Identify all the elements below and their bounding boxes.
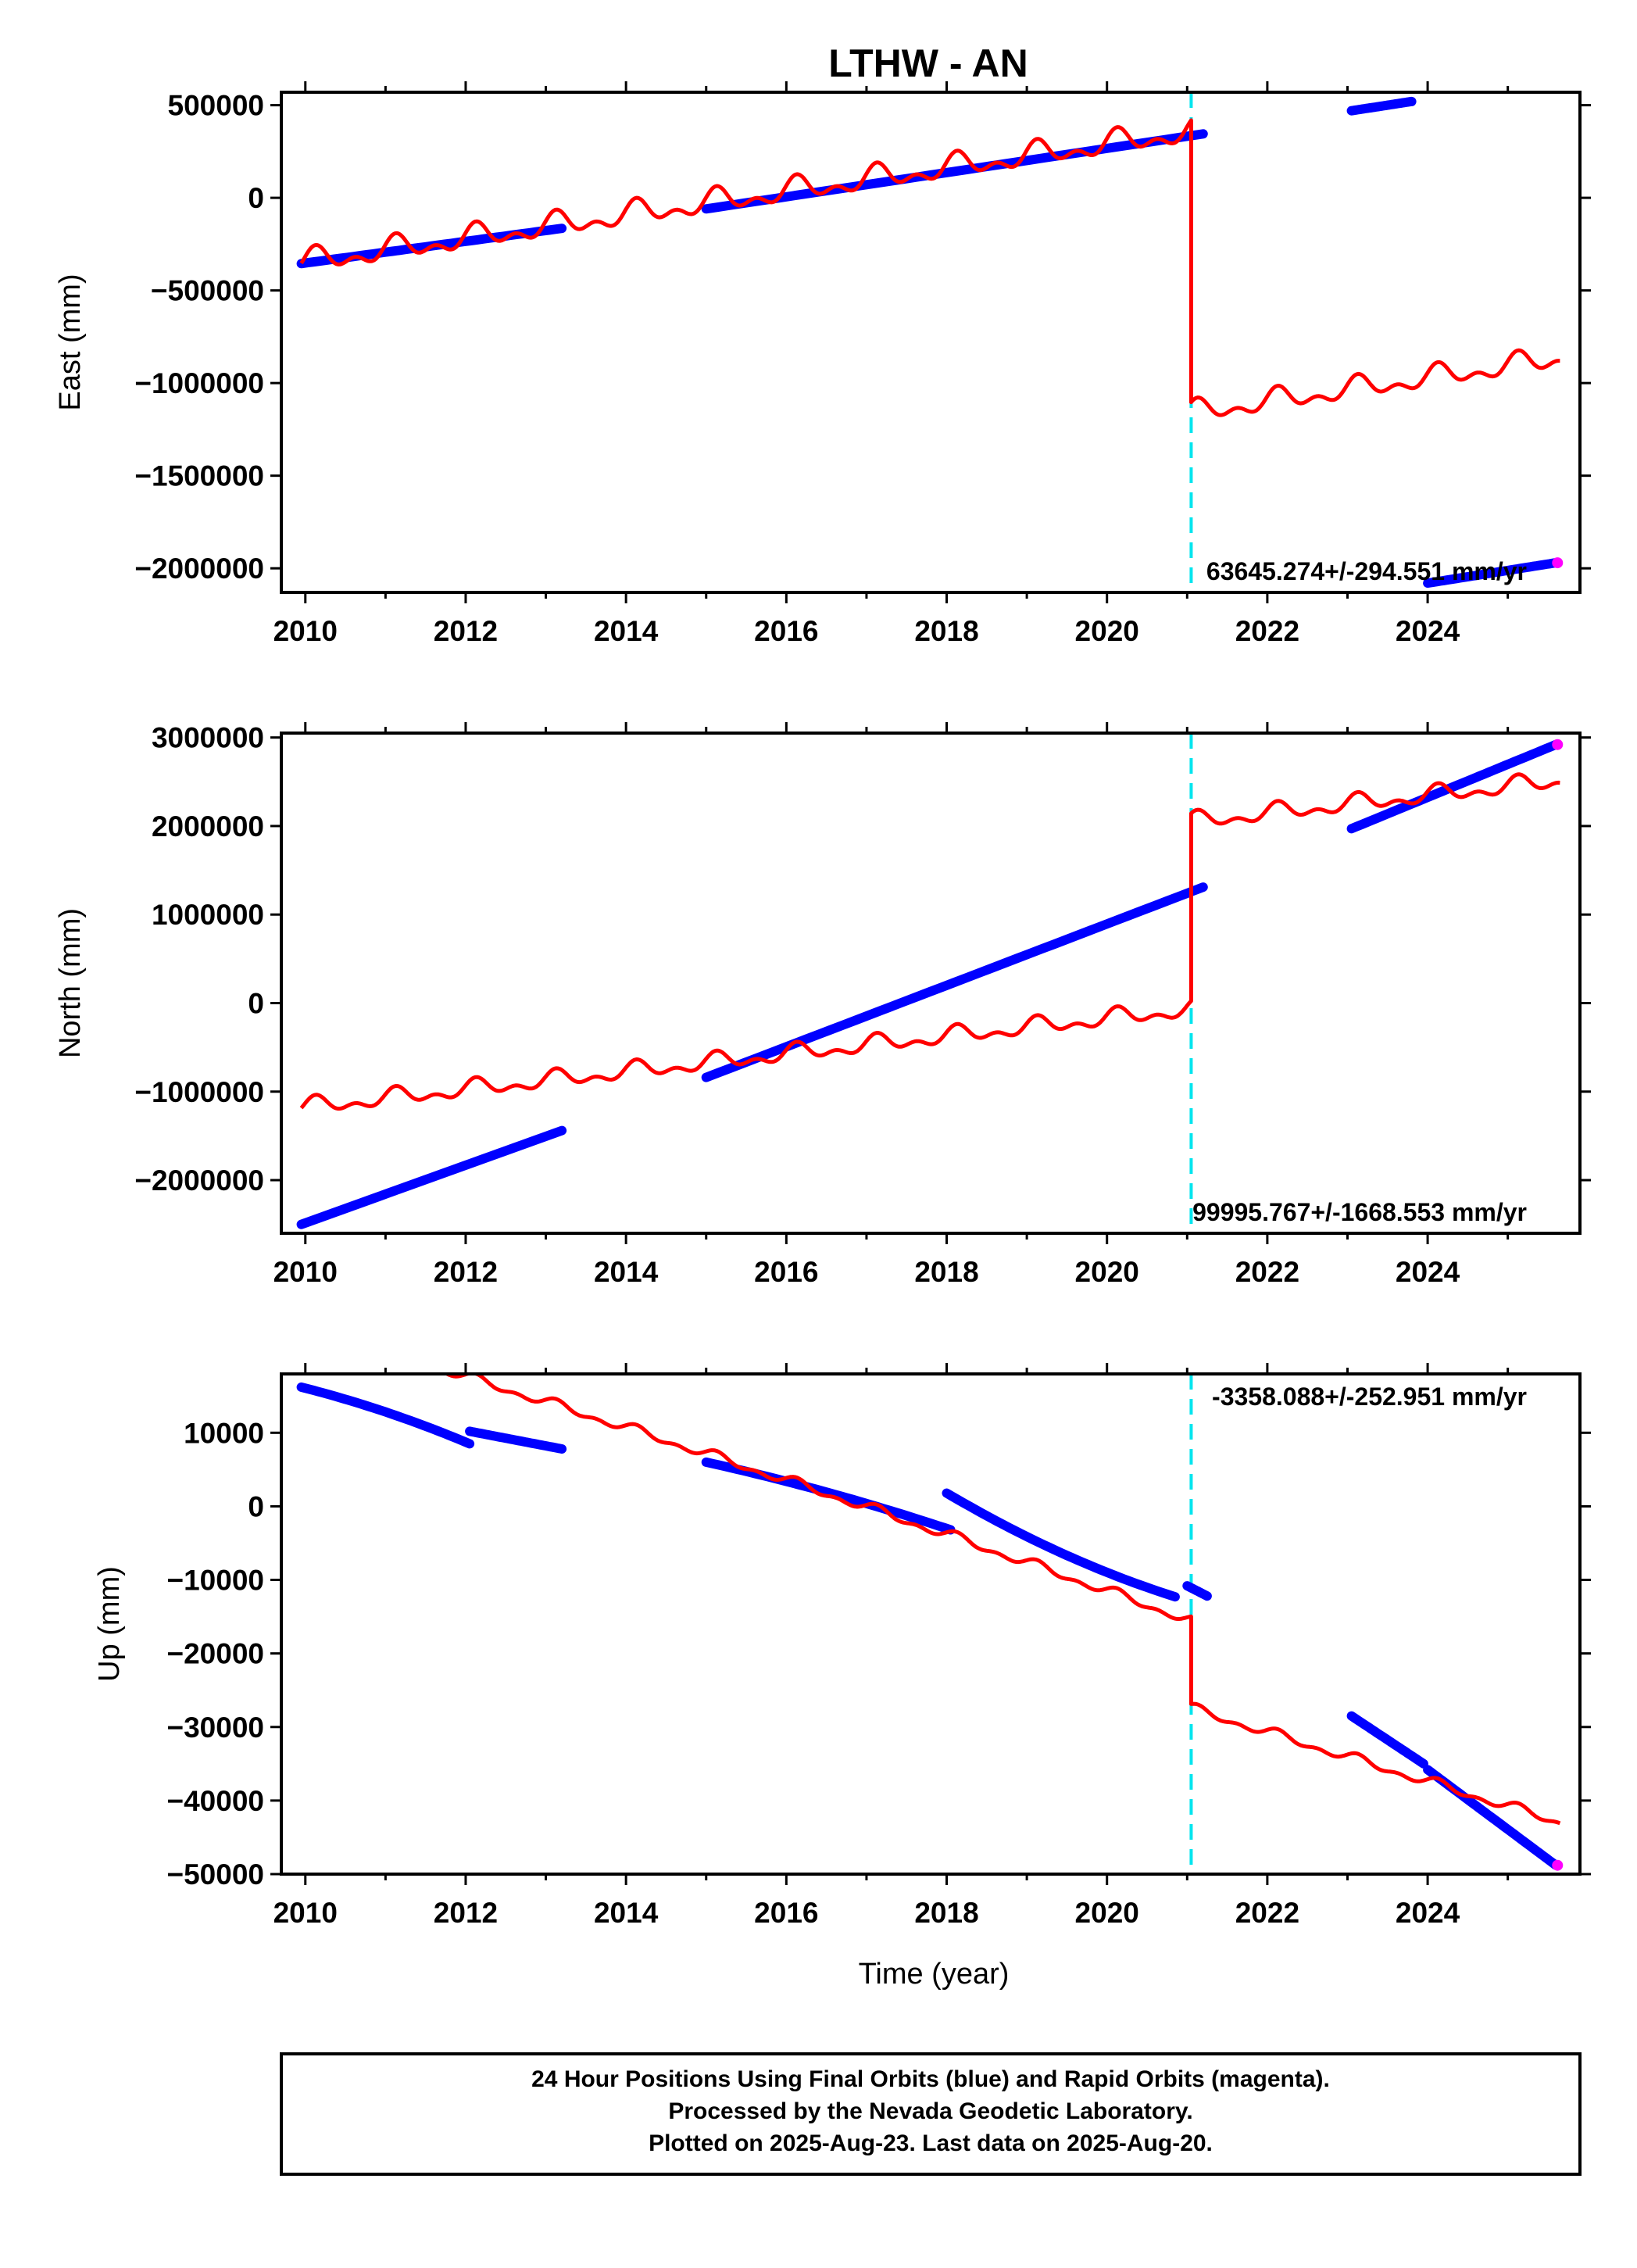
- x-tick-label: 2014: [594, 1256, 659, 1288]
- y-tick-label: 2000000: [152, 810, 264, 842]
- footer-line-1: 24 Hour Positions Using Final Orbits (bl…: [531, 2066, 1330, 2092]
- final-orbit-series-3: [701, 1457, 956, 1535]
- x-tick-label: 2024: [1396, 1256, 1460, 1288]
- x-tick-label: 2010: [273, 1897, 338, 1929]
- y-axis-label: East (mm): [54, 274, 87, 410]
- y-tick-label: 0: [248, 987, 264, 1019]
- panels: 2010 2012 2014 2016 2018 2020 2022 2024 500000 0 −…: [54, 81, 1591, 1991]
- x-tick-label: 2010: [273, 615, 338, 647]
- footer-border: [280, 2052, 1582, 2176]
- rate-label: -3358.088+/-252.951 mm/yr: [1212, 1383, 1527, 1411]
- panel-2: 2010 2012 2014 2016 2018 2020 2022 2024 3000000 2…: [54, 722, 1591, 1288]
- x-tick-label: 2020: [1075, 1897, 1139, 1929]
- model-curve: [299, 772, 1561, 1111]
- y-tick-label: 3000000: [152, 722, 264, 754]
- rate-label: 99995.767+/-1668.553 mm/yr: [1192, 1198, 1527, 1226]
- y-tick-label: −1000000: [134, 1076, 264, 1108]
- x-tick-label: 2014: [594, 615, 659, 647]
- model-curve: [299, 118, 1561, 417]
- x-tick-label: 2018: [914, 1897, 978, 1929]
- x-tick-label: 2010: [273, 1256, 338, 1288]
- rate-label: 63645.274+/-294.551 mm/yr: [1206, 557, 1527, 585]
- final-orbit-series-4: [1423, 558, 1561, 588]
- x-tick-label: 2022: [1235, 1256, 1299, 1288]
- x-tick-label: 2016: [754, 1897, 818, 1929]
- final-orbit-series-2: [465, 1426, 567, 1454]
- x-tick-label: 2016: [754, 1256, 818, 1288]
- y-tick-label: −2000000: [134, 553, 264, 585]
- panel-3: 2010 2012 2014 2016 2018 2020 2022 2024 10000 0 −1…: [93, 1363, 1591, 1991]
- y-tick-label: −10000: [167, 1565, 265, 1597]
- figure-title: LTHW - AN: [828, 41, 1028, 85]
- x-tick-label: 2018: [914, 1256, 978, 1288]
- plot-frame: [280, 1372, 1582, 1876]
- x-tick-label: 2024: [1396, 1897, 1460, 1929]
- rapid-orbit-point-1: [1552, 739, 1564, 750]
- plot-area: [296, 1374, 1564, 1874]
- x-axis-label: Time (year): [859, 1958, 1010, 1991]
- y-tick-label: 0: [248, 182, 264, 214]
- plot-frame: [280, 91, 1582, 594]
- final-orbit-series-2: [701, 129, 1208, 214]
- y-tick-label: 1000000: [152, 899, 264, 931]
- final-orbit-series-4: [942, 1488, 1180, 1602]
- x-tick-label: 2018: [914, 615, 978, 647]
- y-tick-label: −20000: [167, 1638, 265, 1670]
- panel-1: 2010 2012 2014 2016 2018 2020 2022 2024 500000 0 −…: [54, 81, 1591, 647]
- plot-frame: [280, 732, 1582, 1235]
- footer-line-3: Plotted on 2025-Aug-23. Last data on 202…: [649, 2130, 1213, 2156]
- x-tick-label: 2016: [754, 615, 818, 647]
- footer-line-2: Processed by the Nevada Geodetic Laborat…: [668, 2098, 1192, 2124]
- final-orbit-series-3: [1346, 739, 1561, 834]
- final-orbit-series-1: [296, 1382, 475, 1449]
- y-tick-label: −1000000: [134, 367, 264, 399]
- y-axis-label: Up (mm): [93, 1566, 126, 1682]
- x-tick-label: 2012: [434, 1897, 498, 1929]
- final-orbit-series-2: [701, 882, 1208, 1082]
- y-tick-label: −500000: [151, 275, 264, 307]
- x-tick-label: 2014: [594, 1897, 659, 1929]
- x-tick-label: 2022: [1235, 1897, 1299, 1929]
- x-tick-label: 2012: [434, 1256, 498, 1288]
- x-tick-label: 2020: [1075, 1256, 1139, 1288]
- y-tick-label: −30000: [167, 1712, 265, 1744]
- y-tick-label: −2000000: [134, 1164, 264, 1197]
- rapid-orbit-point-1: [1552, 557, 1564, 569]
- x-tick-label: 2022: [1235, 615, 1299, 647]
- y-tick-label: 0: [248, 1490, 264, 1522]
- y-tick-label: −50000: [167, 1858, 265, 1891]
- footer-box: 24 Hour Positions Using Final Orbits (bl…: [280, 2052, 1582, 2176]
- y-tick-label: 10000: [184, 1417, 264, 1449]
- x-tick-label: 2012: [434, 615, 498, 647]
- final-orbit-series-5: [1182, 1581, 1212, 1601]
- x-tick-label: 2024: [1396, 615, 1460, 647]
- y-tick-label: 500000: [168, 90, 264, 122]
- model-curve: [443, 1374, 1561, 1826]
- rapid-orbit-point-1: [1552, 1859, 1564, 1871]
- final-orbit-series-3: [1346, 96, 1417, 116]
- x-tick-label: 2020: [1075, 615, 1139, 647]
- y-tick-label: −1500000: [134, 460, 264, 492]
- final-orbit-series-6: [1346, 1711, 1428, 1769]
- plot-area: [296, 92, 1564, 592]
- final-orbit-series-1: [296, 1125, 567, 1229]
- plot-area: [296, 733, 1564, 1233]
- y-tick-label: −40000: [167, 1785, 265, 1817]
- y-axis-label: North (mm): [54, 908, 87, 1058]
